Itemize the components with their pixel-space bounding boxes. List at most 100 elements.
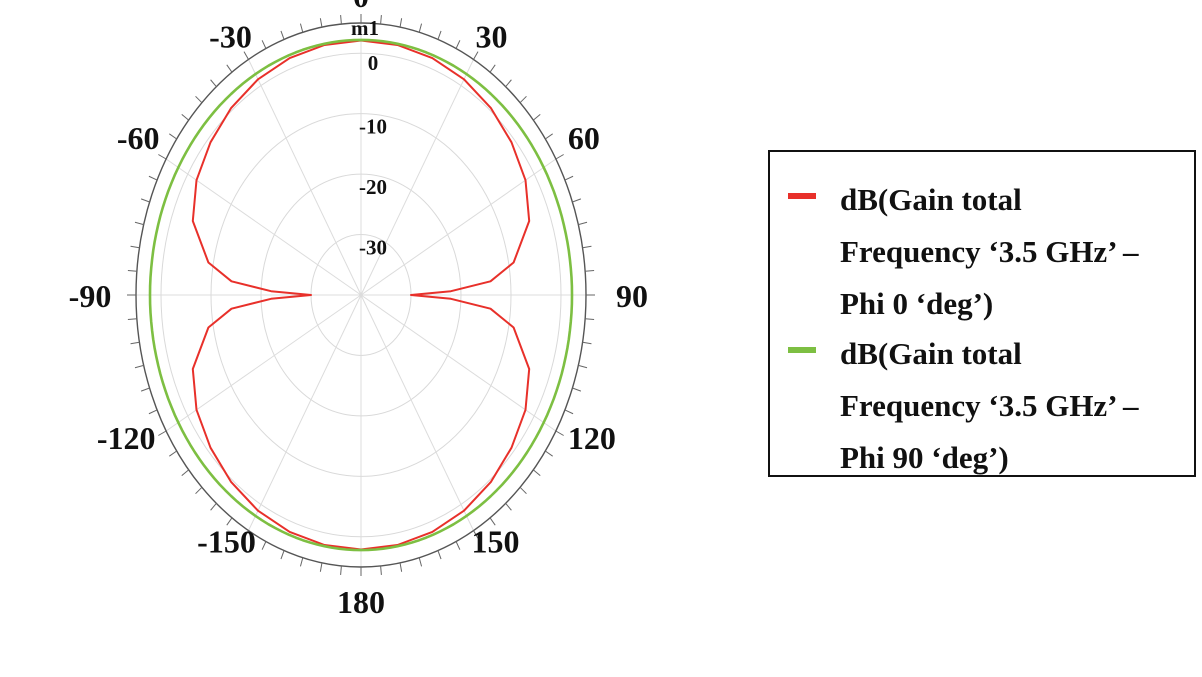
grid-spoke: [248, 59, 362, 296]
angle-tick: [210, 79, 217, 87]
angle-tick: [195, 95, 203, 104]
angle-tick: [519, 486, 527, 495]
polar-plot: 0 30 60 90 120 150 180 -150 -120 -90 -60 -30 0 -10 -2…: [69, 0, 648, 620]
angle-tick: [148, 175, 158, 181]
angle-tick: [261, 541, 267, 550]
angle-tick: [226, 517, 233, 526]
grid-spoke: [360, 294, 474, 531]
radial-label-0: 0: [368, 51, 379, 75]
grid-spoke: [360, 59, 474, 296]
angle-tick: [226, 64, 233, 73]
angle-tick: [148, 409, 158, 415]
legend-label-phi90: dB(Gain total Frequency ‘3.5 GHz’ – Phi …: [840, 336, 1139, 475]
radial-label-minus-30: -30: [359, 236, 387, 260]
radial-label-minus-20: -20: [359, 175, 387, 199]
grid-spoke: [165, 158, 362, 296]
angle-tick: [210, 503, 217, 511]
angle-tick: [418, 557, 423, 567]
angle-tick: [280, 30, 285, 40]
angle-tick: [545, 450, 553, 457]
angle-label-minus-60: -60: [117, 120, 160, 156]
angle-label-minus-150: -150: [197, 524, 256, 560]
angle-tick: [585, 270, 595, 272]
angle-tick: [243, 51, 249, 60]
angle-tick: [437, 30, 442, 40]
angle-tick: [127, 318, 137, 320]
radial-label-minus-10: -10: [359, 115, 387, 139]
legend-swatch-green: [788, 347, 816, 353]
angle-tick: [280, 550, 285, 560]
radial-labels: 0 -10 -20 -30: [359, 51, 387, 259]
angle-tick: [299, 557, 304, 567]
angle-tick: [399, 18, 403, 28]
angle-tick: [505, 503, 512, 511]
marker-layer: m1: [351, 16, 379, 40]
polar-grid: [135, 22, 587, 568]
angle-label-minus-30: -30: [209, 18, 252, 54]
series-line-phi90: [148, 38, 574, 552]
angle-tick: [134, 364, 144, 369]
angle-tick: [519, 95, 527, 104]
angle-tick: [134, 221, 144, 226]
angle-tick: [380, 15, 382, 25]
angle-tick: [555, 430, 564, 436]
angle-tick: [564, 175, 574, 181]
angle-tick: [158, 154, 167, 160]
angle-tick: [545, 133, 553, 140]
angle-tick: [399, 562, 403, 572]
angle-label-minus-120: -120: [97, 420, 156, 456]
angle-tick: [340, 15, 342, 25]
marker-m1-label: m1: [351, 16, 379, 40]
series-layer: [148, 38, 574, 552]
grid-spoke: [360, 294, 557, 432]
angle-tick: [140, 198, 150, 203]
angle-tick: [489, 64, 496, 73]
grid-spoke: [165, 294, 362, 432]
angle-tick: [319, 18, 323, 28]
angle-tick: [505, 79, 512, 87]
angle-tick: [572, 387, 582, 392]
angle-tick: [585, 318, 595, 320]
angle-label-30: 30: [476, 18, 508, 54]
angle-label-150: 150: [472, 524, 520, 560]
angle-label-180: 180: [337, 584, 385, 620]
angle-labels: 0 30 60 90 120 150 180 -150 -120 -90 -60 -30: [69, 0, 648, 620]
angle-tick: [572, 198, 582, 203]
angle-tick: [578, 364, 588, 369]
angle-tick: [555, 154, 564, 160]
angle-tick: [243, 530, 249, 539]
angle-tick: [533, 113, 541, 121]
angle-label-120: 120: [568, 420, 616, 456]
angle-tick: [473, 530, 479, 539]
angle-tick: [181, 113, 189, 121]
angle-label-0: 0: [353, 0, 369, 14]
angle-tick: [489, 517, 496, 526]
angle-tick: [533, 469, 541, 477]
angle-tick: [261, 40, 267, 49]
angle-tick: [130, 245, 140, 249]
angle-tick: [319, 562, 323, 572]
angle-tick: [158, 430, 167, 436]
angle-tick: [340, 565, 342, 575]
angle-label-60: 60: [568, 120, 600, 156]
grid-spoke: [360, 158, 557, 296]
angle-tick: [169, 133, 177, 140]
legend: dB(Gain total Frequency ‘3.5 GHz’ – Phi …: [768, 150, 1196, 477]
angle-tick: [380, 565, 382, 575]
angle-tick: [455, 541, 461, 550]
angle-label-90: 90: [616, 278, 648, 314]
outer-tick-ring: [127, 14, 595, 576]
angle-tick: [418, 23, 423, 33]
angle-tick: [195, 486, 203, 495]
grid-spoke: [248, 294, 362, 531]
angle-tick: [169, 450, 177, 457]
angle-tick: [578, 221, 588, 226]
angle-tick: [127, 270, 137, 272]
angle-tick: [564, 409, 574, 415]
angle-tick: [437, 550, 442, 560]
legend-swatch-red: [788, 193, 816, 199]
angle-tick: [181, 469, 189, 477]
angle-tick: [299, 23, 304, 33]
angle-tick: [582, 341, 592, 345]
angle-tick: [582, 245, 592, 249]
